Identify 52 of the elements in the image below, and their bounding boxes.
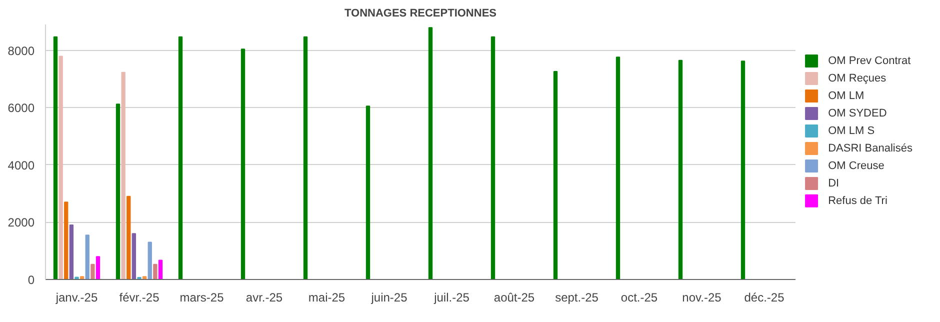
- y-tick-label: 2000: [8, 216, 35, 230]
- bar: [240, 48, 246, 280]
- legend-label: OM Prev Contrat: [828, 55, 911, 68]
- x-tick-label: mai-25: [308, 290, 346, 304]
- bar: [121, 72, 126, 280]
- y-tick-label: 6000: [8, 101, 35, 116]
- bar: [158, 260, 163, 280]
- bar: [132, 233, 136, 280]
- bar: [116, 104, 120, 280]
- bar: [96, 256, 100, 280]
- bar: [148, 242, 152, 280]
- x-tick-label: août-25: [494, 290, 535, 304]
- bar: [178, 36, 183, 280]
- x-tick-label: sept.-25: [555, 290, 599, 304]
- x-tick-label: janv.-25: [54, 290, 98, 304]
- bar: [553, 70, 558, 280]
- bar: [85, 234, 90, 280]
- bar: [366, 106, 370, 280]
- legend-label: OM SYDED: [828, 108, 887, 120]
- legend-label: Refus de Tri: [828, 194, 888, 207]
- x-tick-label: nov.-25: [682, 290, 722, 304]
- x-tick-label: mars-25: [180, 290, 224, 304]
- bar: [69, 224, 74, 280]
- x-tick-label: juil.-25: [433, 290, 470, 304]
- legend-label: OM Reçues: [828, 72, 887, 85]
- y-tick-label: 8000: [8, 44, 35, 58]
- legend-label: OM Creuse: [828, 160, 884, 172]
- y-tick-label: 0: [28, 273, 35, 287]
- bar: [616, 56, 620, 280]
- bar: [303, 36, 308, 280]
- bar: [153, 264, 158, 280]
- bar: [428, 27, 433, 280]
- bar: [64, 202, 68, 280]
- bar: [740, 60, 746, 280]
- legend-label: DI: [828, 177, 840, 190]
- y-tick-label: 4000: [8, 158, 35, 172]
- bar: [90, 264, 95, 280]
- x-tick-label: avr.-25: [246, 290, 283, 304]
- x-tick-label: juin-25: [370, 290, 408, 304]
- bar: [74, 276, 79, 280]
- bar: [58, 56, 63, 280]
- legend-label: DASRI Banalisés: [828, 142, 913, 154]
- bar: [126, 196, 131, 280]
- bar: [53, 36, 58, 280]
- legend-label: OM LM S: [828, 124, 875, 137]
- x-tick-label: déc.-25: [744, 290, 785, 304]
- legend-label: OM LM: [828, 90, 864, 102]
- chart-title: TONNAGES RECEPTIONNES: [344, 8, 497, 20]
- bar: [678, 60, 683, 280]
- x-tick-label: oct.-25: [620, 290, 658, 304]
- bar: [490, 36, 496, 280]
- x-tick-label: févr.-25: [119, 290, 160, 304]
